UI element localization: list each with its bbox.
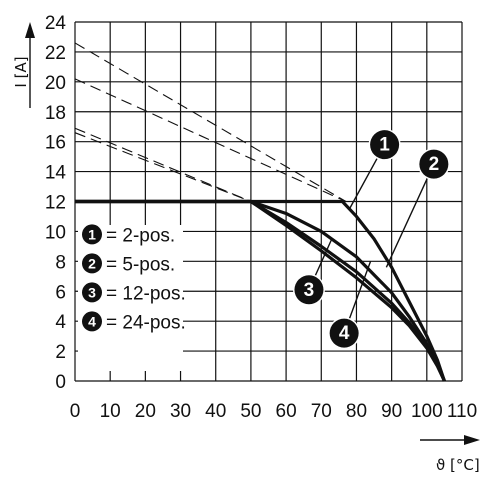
x-tick-label-2: 20 [135,401,156,422]
callout-badge-2 [419,149,449,179]
y-axis-arrow-head [25,22,35,38]
y-tick-label-10: 20 [45,73,66,94]
callout-badge-4 [329,318,359,348]
x-tick-label-7: 70 [311,401,332,422]
legend-badge-4 [82,311,102,332]
x-tick-label-6: 60 [276,401,297,422]
legend-badge-1 [82,224,102,245]
x-axis-arrow-head [464,435,480,445]
x-tick-label-3: 30 [170,401,191,422]
x-tick-label-9: 90 [381,401,402,422]
x-tick-label-10: 100 [411,401,443,422]
callout-label-3: 3 [304,280,315,301]
y-tick-label-5: 10 [45,222,66,243]
y-tick-label-11: 22 [45,43,66,64]
grid [74,21,463,382]
dashed-reference-lines [74,42,347,203]
callout-label-4: 4 [339,323,350,344]
series-line-4 [75,199,446,382]
y-tick-label-8: 16 [45,133,66,154]
x-axis-label: ϑ [°C] [436,456,480,474]
legend-badge-3 [82,282,102,303]
axes [25,22,480,445]
callout-label-1: 1 [379,135,390,156]
series-line-1 [75,199,446,382]
y-tick-label-9: 18 [45,103,66,124]
y-axis-label: I [A] [12,56,30,87]
curve-callouts: 1 2 3 4 [292,128,450,350]
series-lines [75,199,446,382]
x-tick-label-1: 10 [100,401,121,422]
tick-labels: 0 10 20 30 40 50 60 70 80 90 100 110024681012141618… [45,13,477,422]
dashed-line-1 [74,42,347,202]
x-tick-label-4: 40 [205,401,226,422]
legend-badge-number-2: 2 [88,255,96,271]
y-tick-label-6: 12 [45,193,66,214]
legend-badge-number-3: 3 [88,284,96,300]
y-axis-title: I [A] [12,56,30,87]
legend-badge-number-4: 4 [88,313,96,329]
y-tick-label-1: 2 [55,342,66,363]
legend-label-4: = 24-pos. [106,312,186,333]
callout-leader-2 [385,163,435,268]
callout-badge-1 [370,130,400,160]
x-tick-label-5: 50 [240,401,261,422]
y-tick-label-7: 14 [45,163,67,184]
legend-label-3: = 12-pos. [106,283,186,304]
x-tick-label-8: 80 [346,401,367,422]
y-tick-label-2: 4 [55,312,66,333]
legend-badge-number-1: 1 [88,226,96,242]
legend-label-2: = 5-pos. [106,254,175,275]
dashed-line-2 [74,78,347,203]
callout-badge-3 [294,275,324,305]
dashed-line-3 [74,127,252,203]
legend-label-1: = 2-pos. [106,225,175,246]
callout-label-2: 2 [429,154,440,175]
legend-badge-2 [82,253,102,274]
x-tick-label-11: 110 [447,401,477,422]
y-tick-label-3: 6 [55,282,66,303]
y-tick-label-12: 24 [45,13,67,34]
y-tick-label-0: 0 [55,372,66,393]
dashed-line-4 [74,132,252,203]
legend: 1 = 2-pos. 2 = 5-pos. 3 = 12-pos. 4 = 24-pos. [82,224,186,333]
y-tick-label-4: 8 [55,252,66,273]
x-tick-label-0: 0 [70,401,81,422]
